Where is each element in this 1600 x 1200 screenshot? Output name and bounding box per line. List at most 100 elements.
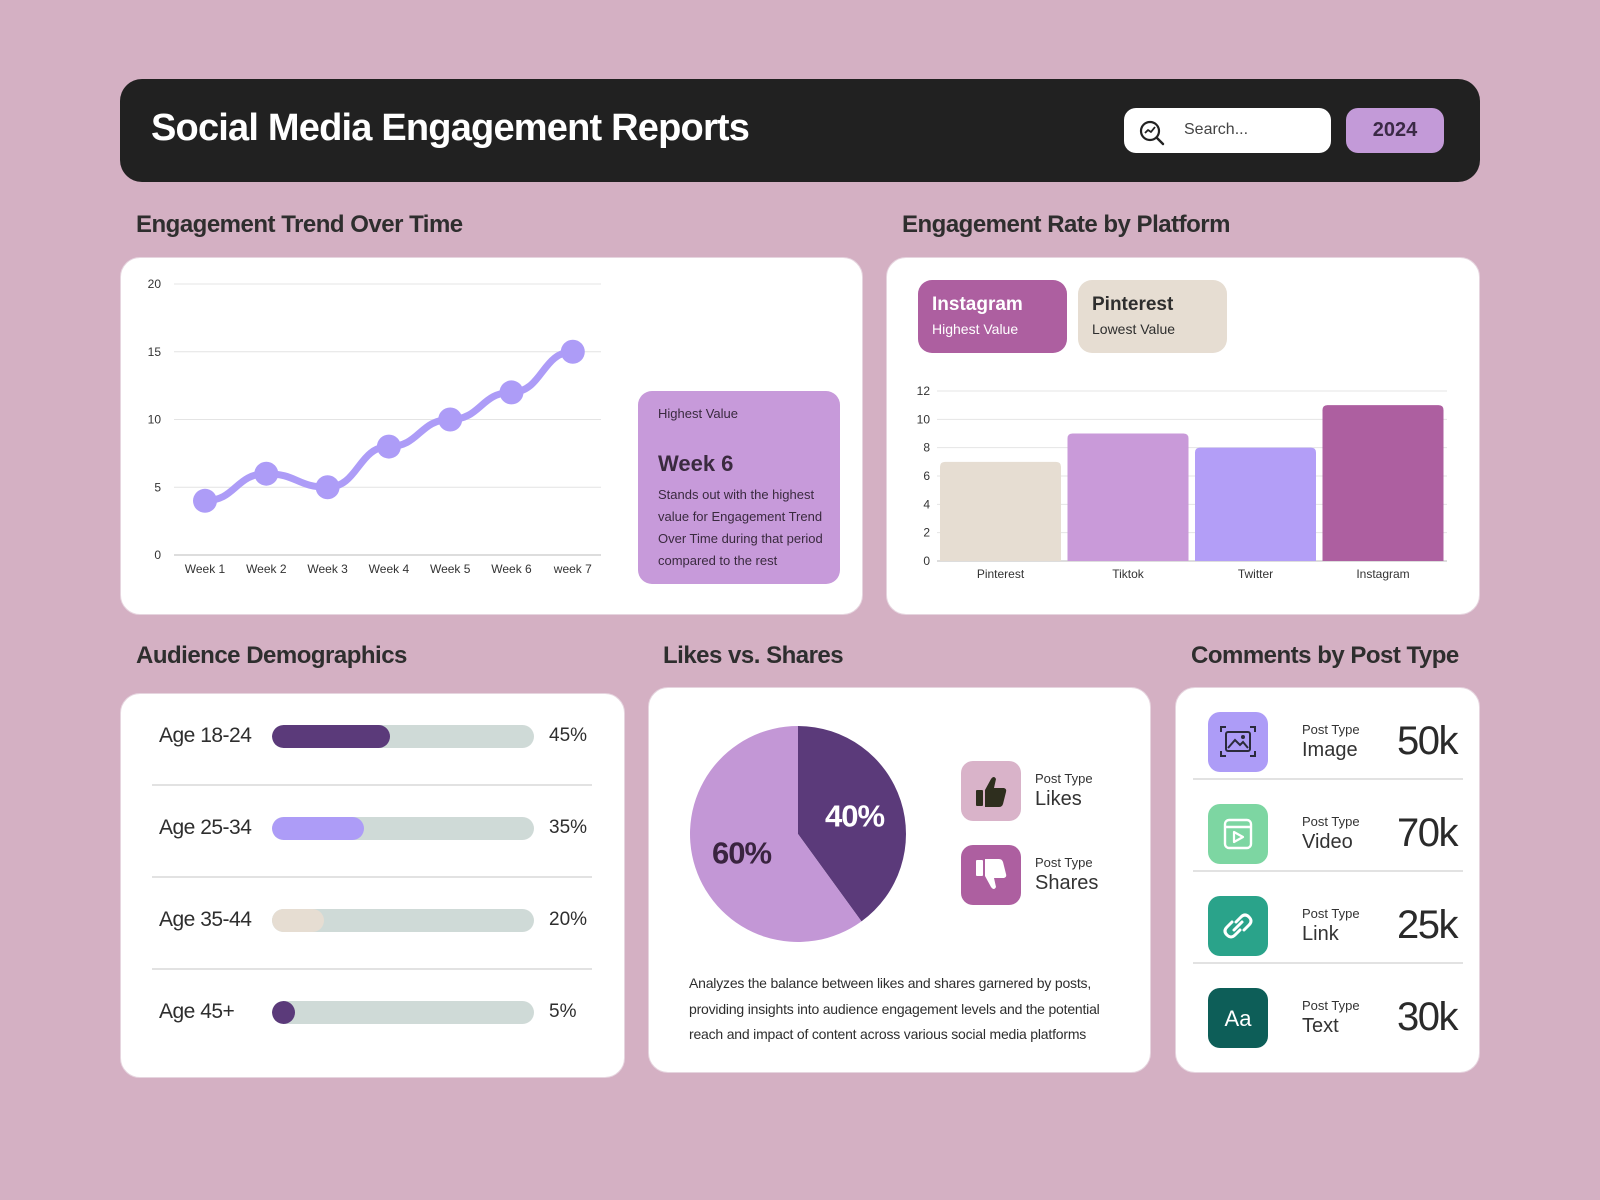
lowest-platform-name: Pinterest <box>1092 294 1174 315</box>
y-tick-label: 0 <box>154 548 161 562</box>
legend-caption: Post Type <box>1035 855 1093 870</box>
y-tick-label: 0 <box>923 554 930 568</box>
callout-caption: Highest Value <box>658 406 738 421</box>
divider <box>1193 870 1463 872</box>
legend-shares: Post Type Shares <box>961 845 1141 905</box>
thumbs-up-icon <box>961 761 1021 821</box>
post-type-label: Video <box>1302 831 1353 853</box>
search-icon <box>1139 120 1165 146</box>
engagement-trend-chart: 0 5 10 15 20 Week 1 Week 2 Week 3 Week 4 Week 5 We… <box>148 277 601 576</box>
x-tick-label: week 7 <box>553 562 592 576</box>
data-point <box>193 488 217 513</box>
search-input[interactable] <box>1184 116 1324 144</box>
highest-value-callout: Highest Value Week 6 Stands out with the… <box>638 391 840 584</box>
highest-platform-label: Highest Value <box>932 321 1019 337</box>
likes-shares-description: Analyzes the balance between likes and s… <box>689 975 1100 1042</box>
search-box[interactable] <box>1124 108 1331 153</box>
x-tick-label: Instagram <box>1356 567 1409 581</box>
demographics-card: Age 18-24 45% Age 25-34 35% Age 35-44 20… <box>120 693 625 1078</box>
x-tick-label: Week 5 <box>430 562 471 576</box>
age-group-label: Age 35-44 <box>159 908 252 931</box>
comments-card: Post Type Image 50k Post Type Video 70k <box>1175 687 1480 1073</box>
platform-bar-chart: 0 2 4 6 8 10 12 Pinterest Tiktok Twitter Instagram <box>917 384 1447 581</box>
highest-platform-name: Instagram <box>932 294 1023 315</box>
data-point <box>315 475 340 500</box>
comment-count: 70k <box>1397 811 1459 855</box>
age-group-label: Age 45+ <box>159 1000 235 1023</box>
year-selector-button[interactable]: 2024 <box>1346 108 1444 153</box>
progress-track <box>272 725 534 748</box>
divider <box>152 876 592 878</box>
legend-caption: Post Type <box>1035 771 1093 786</box>
y-tick-label: 20 <box>148 277 162 291</box>
x-tick-label: Week 3 <box>307 562 348 576</box>
comment-count: 50k <box>1397 719 1459 763</box>
y-tick-label: 2 <box>923 526 930 540</box>
x-tick-label: Week 2 <box>246 562 287 576</box>
x-tick-label: Week 1 <box>185 562 226 576</box>
progress-fill <box>272 909 325 932</box>
engagement-trend-title: Engagement Trend Over Time <box>136 211 463 238</box>
page-title: Social Media Engagement Reports <box>151 107 750 149</box>
data-point <box>254 461 279 486</box>
progress-track <box>272 1001 534 1024</box>
post-type-label: Image <box>1302 739 1358 761</box>
data-point <box>499 380 524 405</box>
divider <box>1193 778 1463 780</box>
platform-rate-title: Engagement Rate by Platform <box>902 211 1230 238</box>
x-tick-label: Tiktok <box>1112 567 1145 581</box>
demographic-row: Age 35-44 20% <box>152 878 592 970</box>
post-type-label: Link <box>1302 923 1339 945</box>
y-tick-label: 8 <box>923 441 930 455</box>
bar <box>1067 433 1189 561</box>
video-icon <box>1208 804 1268 864</box>
percentage-value: 5% <box>549 1001 577 1022</box>
post-type-caption: Post Type <box>1302 814 1360 829</box>
link-icon <box>1208 896 1268 956</box>
post-type-label: Text <box>1302 1015 1339 1037</box>
progress-track <box>272 817 534 840</box>
post-type-caption: Post Type <box>1302 906 1360 921</box>
comment-row-link: Post Type Link 25k <box>1193 872 1463 964</box>
data-point <box>560 339 585 364</box>
legend-likes: Post Type Likes <box>961 761 1141 821</box>
demographic-row: Age 18-24 45% <box>152 694 592 786</box>
lowest-platform-chip: Pinterest Lowest Value <box>1078 280 1227 353</box>
text-icon: Aa <box>1208 988 1268 1048</box>
engagement-trend-card: 0 5 10 15 20 Week 1 Week 2 Week 3 Week 4 Week 5 We… <box>120 257 863 615</box>
demographics-title: Audience Demographics <box>136 642 407 669</box>
post-type-caption: Post Type <box>1302 998 1360 1013</box>
progress-fill <box>272 817 364 840</box>
comment-row-video: Post Type Video 70k <box>1193 780 1463 872</box>
comment-count: 30k <box>1397 995 1459 1039</box>
likes-shares-card: 40% 60% Post Type Likes Post Type Shares … <box>648 687 1151 1073</box>
data-point <box>376 434 401 459</box>
comment-row-image: Post Type Image 50k <box>1193 688 1463 780</box>
highest-platform-chip: Instagram Highest Value <box>918 280 1067 353</box>
pie-label: 40% <box>825 799 884 834</box>
comments-title: Comments by Post Type <box>1191 642 1459 669</box>
y-tick-label: 15 <box>148 345 162 359</box>
percentage-value: 45% <box>549 725 588 746</box>
progress-fill <box>272 725 390 748</box>
bar <box>1195 447 1316 561</box>
y-tick-label: 10 <box>917 412 931 426</box>
y-tick-label: 6 <box>923 469 930 483</box>
pie-slice <box>798 726 906 922</box>
x-tick-label: Week 6 <box>491 562 532 576</box>
likes-shares-title: Likes vs. Shares <box>663 642 844 669</box>
likes-shares-pie-chart: 40% 60% <box>690 726 906 942</box>
y-tick-label: 4 <box>923 497 930 511</box>
platform-rate-card: Instagram Highest Value Pinterest Lowest… <box>886 257 1480 615</box>
divider <box>1193 962 1463 964</box>
comment-count: 25k <box>1397 903 1459 947</box>
divider <box>152 784 592 786</box>
bar <box>1322 405 1444 561</box>
pie-slice <box>690 726 862 942</box>
x-tick-label: Twitter <box>1238 567 1273 581</box>
percentage-value: 35% <box>549 817 588 838</box>
bar <box>940 461 1061 561</box>
percentage-value: 20% <box>549 909 588 930</box>
y-tick-label: 12 <box>917 384 931 398</box>
y-tick-label: 10 <box>148 413 162 427</box>
